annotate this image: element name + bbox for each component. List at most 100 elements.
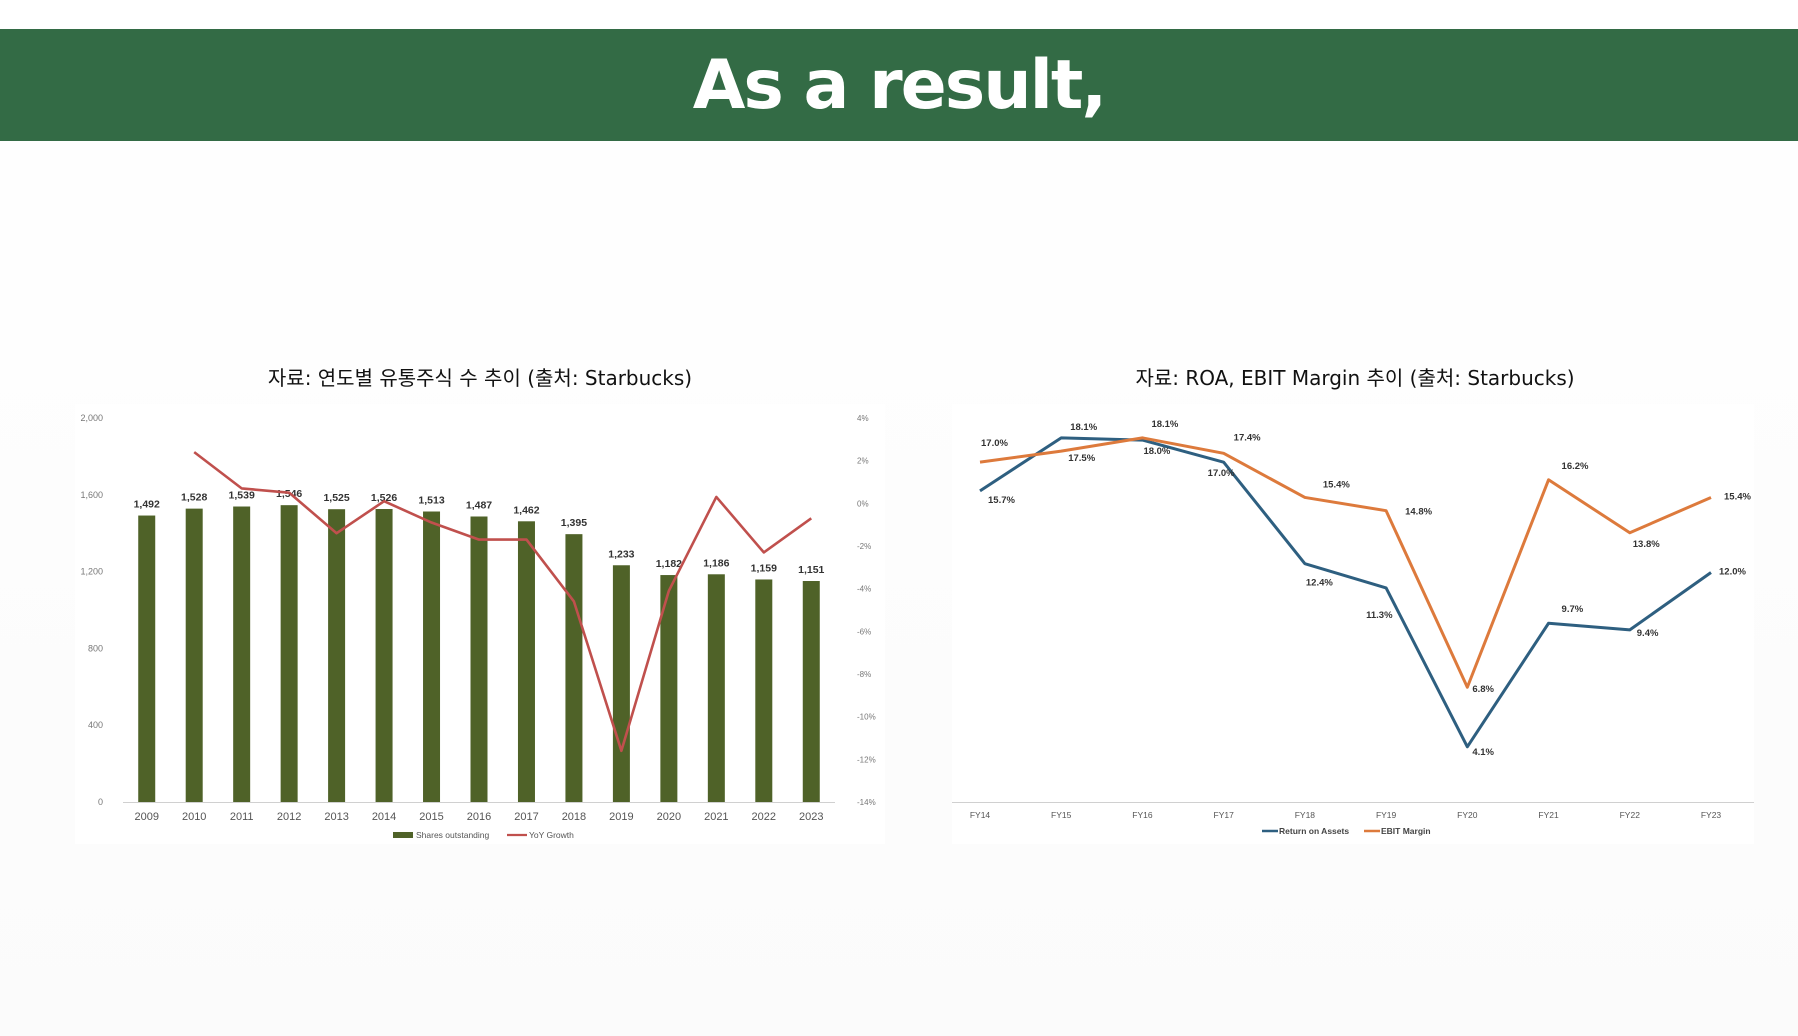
shares-bar (280, 505, 298, 802)
shares-bar (755, 579, 773, 802)
legend-shares-swatch (393, 832, 413, 838)
shares-bar (185, 508, 203, 802)
left-x-tick-label: 2019 (609, 811, 633, 823)
left-x-tick-label: 2023 (799, 811, 823, 823)
shares-data-label: 1,186 (703, 557, 729, 569)
roa-data-label: 12.4% (1306, 578, 1333, 589)
shares-data-label: 1,395 (561, 517, 587, 529)
shares-data-label: 1,462 (513, 504, 539, 516)
roa-data-label: 9.7% (1562, 604, 1584, 615)
right-x-tick-label: FY17 (1214, 810, 1235, 820)
ebit-margin-line (979, 436, 1712, 689)
shares-data-label: 1,539 (229, 490, 255, 502)
right-y-tick-label: 4% (857, 414, 869, 423)
right-x-tick-label: FY18 (1295, 810, 1316, 820)
shares-bar (375, 509, 393, 802)
shares-bar (707, 574, 725, 802)
right-chart-caption: 자료: ROA, EBIT Margin 추이 (출처: Starbucks) (1135, 366, 1575, 390)
legend-yoy-label: YoY Growth (529, 830, 574, 840)
left-chart-caption: 자료: 연도별 유통주식 수 추이 (출처: Starbucks) (267, 366, 693, 390)
left-y-tick-label: 1,200 (80, 567, 103, 577)
roa-data-label: 4.1% (1472, 747, 1494, 758)
left-x-tick-label: 2013 (324, 811, 348, 823)
right-x-tick-label: FY14 (970, 810, 991, 820)
shares-data-label: 1,492 (134, 499, 160, 511)
left-x-tick-label: 2020 (657, 811, 681, 823)
right-y-tick-label: -8% (857, 670, 871, 679)
shares-data-label: 1,233 (608, 548, 634, 560)
roa-data-label: 11.3% (1366, 610, 1393, 621)
legend-shares-label: Shares outstanding (416, 830, 490, 840)
left-x-tick-label: 2017 (514, 811, 538, 823)
left-y-tick-label: 2,000 (80, 413, 103, 423)
left-x-tick-label: 2012 (277, 811, 301, 823)
shares-bar (612, 565, 630, 802)
roa-data-label: 17.0% (1208, 468, 1235, 479)
ebit-data-label: 16.2% (1562, 461, 1589, 472)
shares-data-label: 1,526 (371, 492, 397, 504)
right-x-tick-label: FY19 (1376, 810, 1397, 820)
right-x-tick-label: FY20 (1457, 810, 1478, 820)
right-y-tick-label: 0% (857, 499, 869, 508)
title-banner: As a result, (0, 29, 1798, 141)
roa-data-label: 18.1% (1070, 422, 1097, 433)
roa-line (979, 436, 1712, 749)
right-y-tick-label: 2% (857, 457, 869, 466)
shares-data-label: 1,182 (656, 558, 682, 570)
right-y-tick-label: -10% (857, 713, 876, 722)
ebit-data-label: 17.5% (1068, 453, 1095, 464)
shares-data-label: 1,151 (798, 564, 824, 576)
page-title: As a result, (692, 45, 1108, 125)
shares-data-label: 1,525 (323, 492, 349, 504)
roa-data-label: 15.7% (988, 495, 1015, 506)
roa-data-label: 9.4% (1637, 628, 1659, 639)
left-x-tick-label: 2014 (372, 811, 396, 823)
left-x-tick-label: 2015 (419, 811, 443, 823)
roa-ebit-chart: FY14 FY15 FY16 FY17 FY18 FY19 FY20 FY21 FY22 FY23… (952, 419, 1754, 836)
ebit-data-label: 17.0% (981, 438, 1008, 449)
shares-data-label: 1,487 (466, 499, 492, 511)
left-y-tick-label: 400 (88, 720, 103, 730)
shares-bar (138, 515, 156, 802)
ebit-data-label: 15.4% (1323, 479, 1350, 490)
roa-data-label: 12.0% (1719, 566, 1746, 577)
left-x-tick-label: 2016 (467, 811, 491, 823)
left-x-tick-label: 2009 (134, 811, 158, 823)
shares-bar (423, 511, 441, 802)
legend-roa-label: Return on Assets (1279, 826, 1349, 836)
right-y-tick-label: -4% (857, 585, 871, 594)
legend-ebit-label: EBIT Margin (1381, 826, 1431, 836)
roa-ebit-chart-panel: FY14 FY15 FY16 FY17 FY18 FY19 FY20 FY21 FY22 FY23… (952, 404, 1754, 844)
left-y-tick-label: 0 (98, 797, 103, 807)
left-x-tick-label: 2010 (182, 811, 206, 823)
roa-data-label: 18.0% (1143, 446, 1170, 457)
left-y-tick-label: 1,600 (80, 490, 103, 500)
ebit-data-label: 14.8% (1405, 507, 1432, 518)
shares-data-label: 1,513 (418, 495, 444, 507)
ebit-data-label: 18.1% (1151, 419, 1178, 430)
right-y-tick-label: -14% (857, 798, 876, 807)
right-x-tick-label: FY23 (1701, 810, 1722, 820)
shares-bar (802, 581, 820, 802)
shares-chart: 0 400 800 1,200 1,600 2,000 -14% -12% -10% -8% -6%… (80, 413, 876, 840)
shares-bar (328, 509, 346, 802)
right-x-tick-label: FY15 (1051, 810, 1072, 820)
shares-bar (565, 534, 583, 802)
shares-data-label: 1,159 (751, 562, 777, 574)
yoy-growth-line (193, 451, 813, 753)
ebit-data-label: 13.8% (1633, 539, 1660, 550)
left-x-tick-label: 2018 (562, 811, 586, 823)
right-y-tick-label: -6% (857, 627, 871, 636)
right-y-tick-label: -2% (857, 542, 871, 551)
shares-bar (470, 516, 488, 802)
left-x-tick-label: 2022 (752, 811, 776, 823)
ebit-data-label: 15.4% (1724, 491, 1751, 502)
left-x-tick-label: 2011 (230, 811, 254, 823)
right-x-tick-label: FY21 (1538, 810, 1559, 820)
right-x-tick-label: FY22 (1620, 810, 1641, 820)
ebit-data-label: 6.8% (1472, 684, 1494, 695)
left-x-tick-label: 2021 (704, 811, 728, 823)
shares-data-label: 1,528 (181, 492, 207, 504)
shares-chart-panel: 0 400 800 1,200 1,600 2,000 -14% -12% -10% -8% -6%… (75, 404, 885, 844)
shares-bar (517, 521, 535, 802)
